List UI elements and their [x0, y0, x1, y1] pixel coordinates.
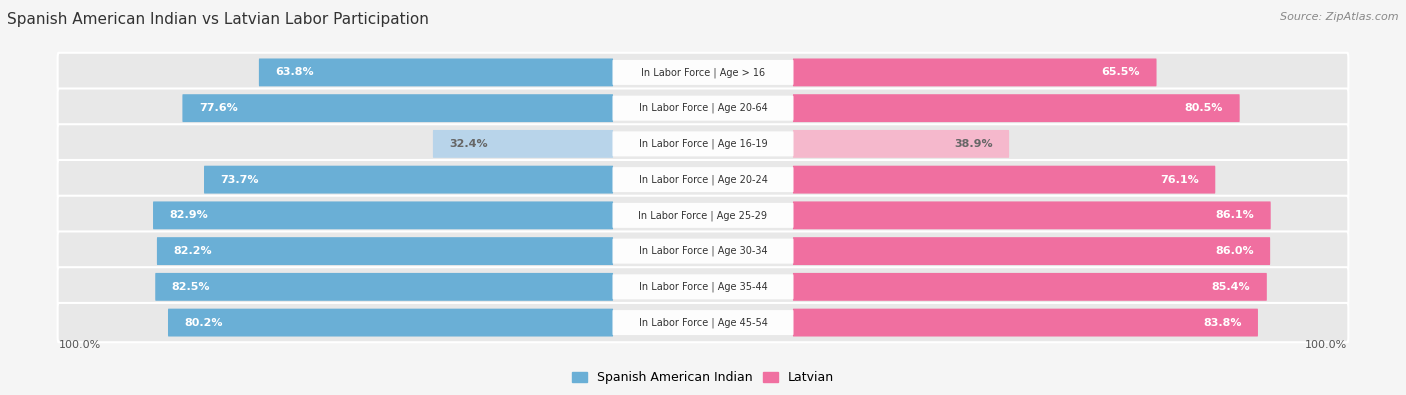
Text: 77.6%: 77.6%	[198, 103, 238, 113]
FancyBboxPatch shape	[793, 130, 1010, 158]
FancyBboxPatch shape	[167, 308, 613, 337]
FancyBboxPatch shape	[433, 130, 613, 158]
FancyBboxPatch shape	[613, 203, 793, 228]
FancyBboxPatch shape	[793, 237, 1270, 265]
Text: In Labor Force | Age 35-44: In Labor Force | Age 35-44	[638, 282, 768, 292]
FancyBboxPatch shape	[58, 124, 1348, 164]
FancyBboxPatch shape	[613, 60, 793, 85]
Text: 76.1%: 76.1%	[1160, 175, 1199, 184]
Text: Spanish American Indian vs Latvian Labor Participation: Spanish American Indian vs Latvian Labor…	[7, 12, 429, 27]
FancyBboxPatch shape	[58, 303, 1348, 342]
FancyBboxPatch shape	[183, 94, 613, 122]
FancyBboxPatch shape	[153, 201, 613, 229]
FancyBboxPatch shape	[157, 237, 613, 265]
Text: 82.5%: 82.5%	[172, 282, 209, 292]
Text: In Labor Force | Age 20-64: In Labor Force | Age 20-64	[638, 103, 768, 113]
FancyBboxPatch shape	[58, 53, 1348, 92]
Text: In Labor Force | Age 25-29: In Labor Force | Age 25-29	[638, 210, 768, 221]
FancyBboxPatch shape	[613, 310, 793, 335]
FancyBboxPatch shape	[793, 273, 1267, 301]
FancyBboxPatch shape	[793, 166, 1215, 194]
Text: 80.2%: 80.2%	[184, 318, 224, 327]
Text: In Labor Force | Age 20-24: In Labor Force | Age 20-24	[638, 174, 768, 185]
FancyBboxPatch shape	[793, 201, 1271, 229]
FancyBboxPatch shape	[613, 239, 793, 263]
FancyBboxPatch shape	[793, 308, 1258, 337]
Text: 82.2%: 82.2%	[173, 246, 212, 256]
Text: In Labor Force | Age > 16: In Labor Force | Age > 16	[641, 67, 765, 78]
Text: In Labor Force | Age 30-34: In Labor Force | Age 30-34	[638, 246, 768, 256]
FancyBboxPatch shape	[58, 160, 1348, 199]
Text: 82.9%: 82.9%	[170, 211, 208, 220]
FancyBboxPatch shape	[613, 275, 793, 299]
FancyBboxPatch shape	[793, 58, 1157, 87]
FancyBboxPatch shape	[155, 273, 613, 301]
Text: 86.1%: 86.1%	[1216, 211, 1254, 220]
Legend: Spanish American Indian, Latvian: Spanish American Indian, Latvian	[567, 367, 839, 389]
Text: 65.5%: 65.5%	[1102, 68, 1140, 77]
FancyBboxPatch shape	[259, 58, 613, 87]
FancyBboxPatch shape	[613, 96, 793, 120]
FancyBboxPatch shape	[58, 267, 1348, 307]
FancyBboxPatch shape	[58, 88, 1348, 128]
Text: 32.4%: 32.4%	[450, 139, 488, 149]
Text: 80.5%: 80.5%	[1185, 103, 1223, 113]
Text: In Labor Force | Age 45-54: In Labor Force | Age 45-54	[638, 317, 768, 328]
Text: 83.8%: 83.8%	[1204, 318, 1241, 327]
Text: In Labor Force | Age 16-19: In Labor Force | Age 16-19	[638, 139, 768, 149]
Text: 63.8%: 63.8%	[276, 68, 314, 77]
Text: 100.0%: 100.0%	[1305, 340, 1347, 350]
FancyBboxPatch shape	[58, 231, 1348, 271]
Text: 73.7%: 73.7%	[221, 175, 259, 184]
Text: 86.0%: 86.0%	[1215, 246, 1254, 256]
FancyBboxPatch shape	[613, 167, 793, 192]
Text: 85.4%: 85.4%	[1212, 282, 1250, 292]
Text: Source: ZipAtlas.com: Source: ZipAtlas.com	[1281, 12, 1399, 22]
FancyBboxPatch shape	[204, 166, 613, 194]
FancyBboxPatch shape	[613, 132, 793, 156]
Text: 38.9%: 38.9%	[955, 139, 993, 149]
FancyBboxPatch shape	[58, 196, 1348, 235]
Text: 100.0%: 100.0%	[59, 340, 101, 350]
FancyBboxPatch shape	[793, 94, 1240, 122]
